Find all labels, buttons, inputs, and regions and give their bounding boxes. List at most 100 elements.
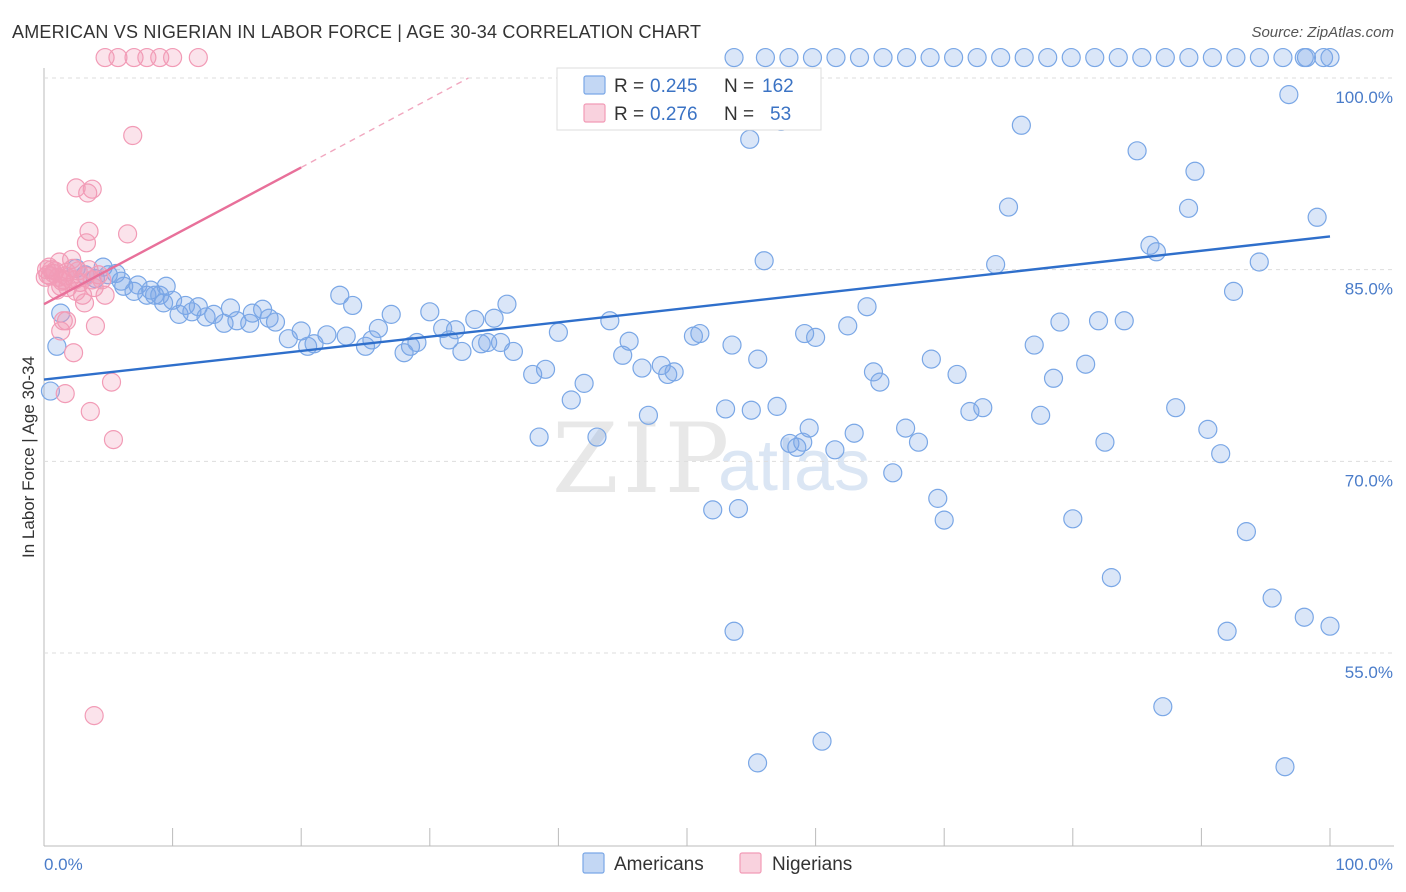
nigerian-point <box>56 311 77 331</box>
american-point <box>445 320 466 340</box>
american-point <box>1114 311 1134 331</box>
american-point <box>484 308 504 328</box>
american-point <box>47 336 67 356</box>
series-legend: Americans Nigerians <box>582 852 852 875</box>
american-point <box>1063 509 1083 529</box>
american-point <box>182 302 202 322</box>
american-point <box>523 364 543 385</box>
american-point <box>724 47 744 68</box>
americans-trend-line <box>43 235 1331 381</box>
american-point <box>1014 47 1034 68</box>
american-point <box>1211 444 1231 464</box>
american-point <box>908 432 929 452</box>
american-point <box>1178 198 1199 218</box>
american-point <box>722 335 742 355</box>
nigerian-point <box>108 47 128 68</box>
x-tick-label-min: 0.0% <box>44 855 83 874</box>
american-point <box>587 427 607 447</box>
american-point <box>1085 47 1105 68</box>
nigerian-point <box>82 179 102 199</box>
american-point <box>960 401 980 422</box>
nigerians-points <box>35 47 208 726</box>
american-point <box>529 427 549 447</box>
american-point <box>793 432 813 452</box>
american-point <box>368 318 388 339</box>
legend-r-value-americans: 0.245 <box>650 76 698 97</box>
american-point <box>153 293 174 313</box>
y-tick-label: 70.0% <box>1345 471 1393 490</box>
american-point <box>805 327 826 347</box>
american-point <box>381 304 401 324</box>
american-point <box>1038 47 1058 68</box>
american-point <box>767 396 787 416</box>
legend-swatch-americans <box>583 75 606 95</box>
american-point <box>1185 161 1205 181</box>
american-point <box>471 334 491 354</box>
american-point <box>849 47 870 68</box>
american-point <box>1217 621 1237 641</box>
american-point <box>724 621 744 641</box>
american-point <box>812 731 832 751</box>
legend-n-label-nigerians: N = <box>724 104 754 125</box>
american-point <box>754 251 774 271</box>
y-tick-labels: 55.0% 70.0% 85.0% 100.0% <box>1335 88 1393 682</box>
american-point <box>779 47 799 68</box>
legend-r-label-nigerians: R = <box>614 104 644 125</box>
american-point <box>825 440 845 460</box>
y-axis-label: In Labor Force | Age 30-34 <box>19 356 38 558</box>
american-point <box>1294 607 1314 627</box>
american-point <box>141 280 161 300</box>
american-point <box>1223 281 1244 301</box>
nigerian-point <box>80 401 100 422</box>
y-tick-label: 100.0% <box>1335 88 1393 107</box>
legend-swatch-nigerians <box>583 103 606 123</box>
american-point <box>465 309 485 330</box>
nigerian-point <box>51 321 71 341</box>
nigerian-point <box>188 47 208 68</box>
legend-r-value-nigerians: 0.276 <box>650 104 698 125</box>
american-point <box>664 362 684 382</box>
american-point <box>1307 207 1327 227</box>
american-point <box>632 358 652 378</box>
american-point <box>1043 368 1064 388</box>
american-point <box>1249 252 1269 272</box>
american-point <box>883 463 903 483</box>
american-point <box>920 47 940 68</box>
american-point <box>1166 398 1186 418</box>
american-point <box>1101 568 1121 588</box>
american-point <box>715 399 736 419</box>
american-point <box>896 47 917 68</box>
american-point <box>896 418 916 438</box>
legend-r-label-americans: R = <box>614 76 644 97</box>
american-point <box>1202 47 1222 68</box>
american-point <box>826 47 846 68</box>
american-point <box>317 325 337 345</box>
x-ticks <box>172 828 1331 846</box>
series-legend-swatch-americans[interactable] <box>582 852 605 874</box>
american-point <box>873 47 893 68</box>
american-point <box>1279 85 1299 105</box>
american-point <box>548 322 569 342</box>
american-point <box>1262 588 1282 608</box>
americans-points <box>40 47 1340 777</box>
american-point <box>690 323 710 344</box>
american-point <box>1198 419 1218 439</box>
american-point <box>1095 432 1115 452</box>
american-point <box>452 341 472 362</box>
chart-title: AMERICAN VS NIGERIAN IN LABOR FORCE | AG… <box>12 22 702 42</box>
american-point <box>1313 47 1334 68</box>
series-legend-label-nigerians[interactable]: Nigerians <box>772 854 852 875</box>
series-legend-label-americans[interactable]: Americans <box>614 854 704 875</box>
nigerian-point <box>103 430 124 450</box>
american-point <box>1249 47 1270 68</box>
american-point <box>600 311 620 331</box>
series-legend-swatch-nigerians[interactable] <box>739 852 762 874</box>
american-point <box>703 500 723 520</box>
american-point <box>1296 47 1317 68</box>
y-tick-label: 85.0% <box>1345 280 1393 299</box>
american-point <box>1061 47 1081 68</box>
american-point <box>1127 141 1147 161</box>
american-point <box>740 129 760 149</box>
american-point <box>1273 47 1293 68</box>
